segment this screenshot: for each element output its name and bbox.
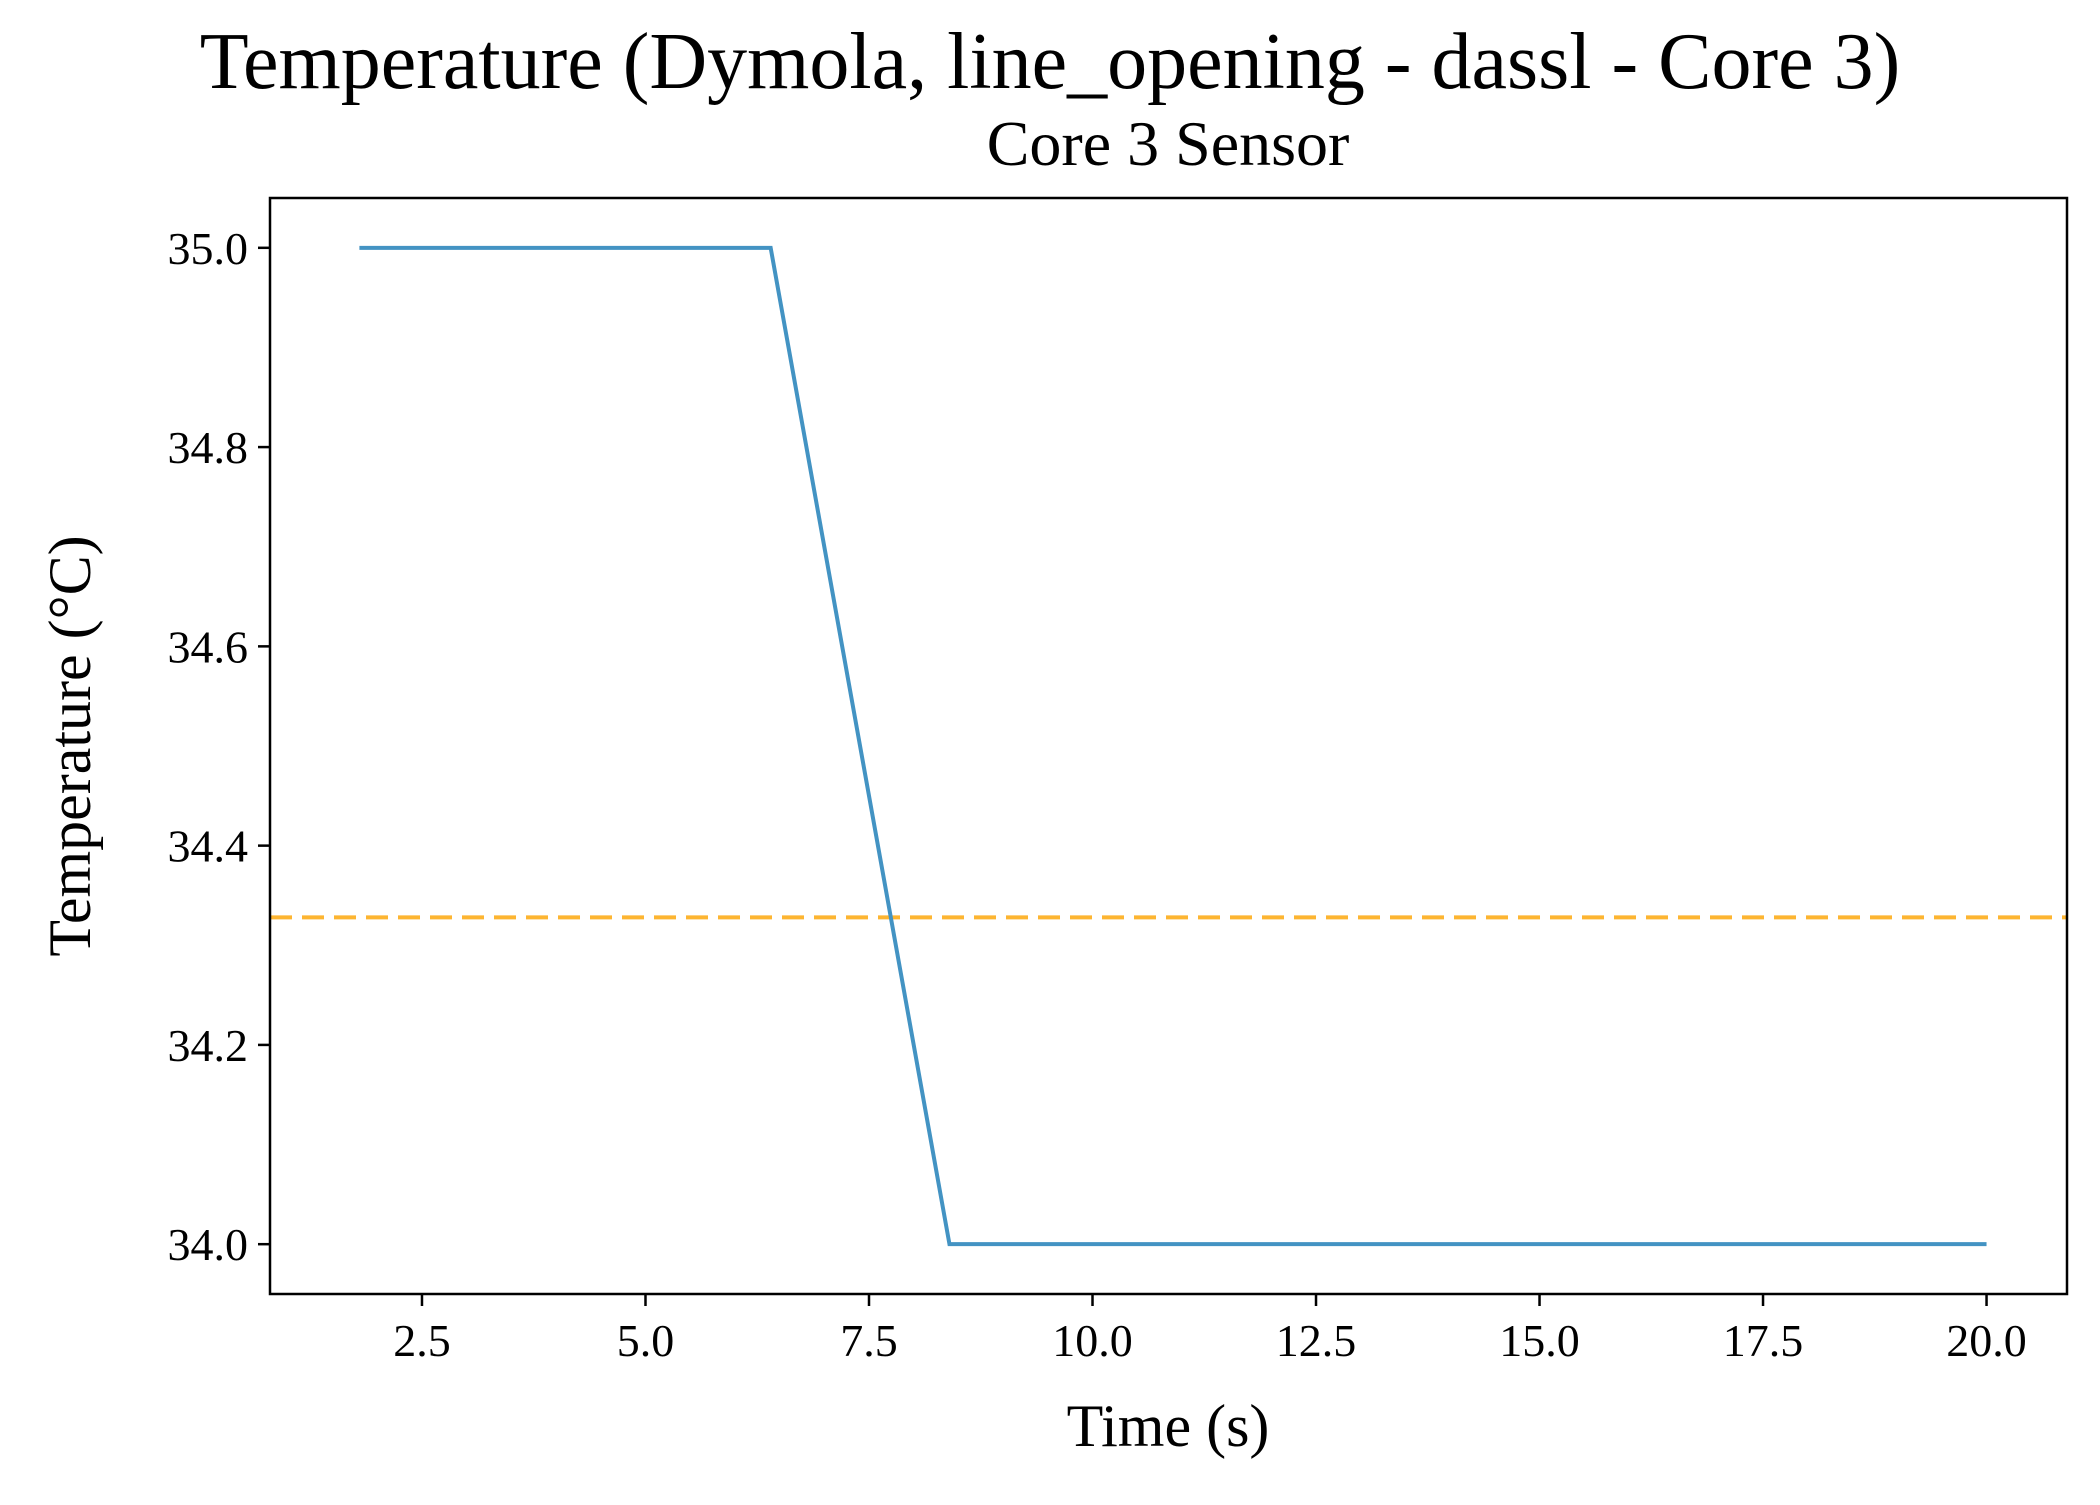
y-axis-label: Temperature (°C) <box>37 535 103 956</box>
x-tick-label: 15.0 <box>1499 1315 1580 1366</box>
axes-frame <box>268 196 2069 1296</box>
x-tick-label: 12.5 <box>1276 1315 1357 1366</box>
figure-suptitle: Temperature (Dymola, line_opening - dass… <box>200 18 1901 106</box>
chart-title: Core 3 Sensor <box>987 108 1350 179</box>
plot-area: 2.5 5.0 7.5 10.0 12.5 15.0 17.5 20.0 34.0 34.2 34.… <box>168 223 2067 1366</box>
y-tick-label: 34.6 <box>168 621 249 672</box>
plot-clipped-group <box>270 245 2067 1247</box>
x-tick-label: 17.5 <box>1723 1315 1804 1366</box>
x-tick-label: 10.0 <box>1052 1315 1133 1366</box>
x-axis-label: Time (s) <box>1067 1393 1270 1459</box>
y-tick-label: 35.0 <box>168 223 249 274</box>
x-tick-label: 2.5 <box>393 1315 451 1366</box>
x-tick-label: 5.0 <box>617 1315 675 1366</box>
y-tick-label: 34.4 <box>168 821 249 872</box>
x-tick-label: 20.0 <box>1946 1315 2027 1366</box>
y-tick-label: 34.0 <box>168 1219 249 1270</box>
x-tick-label: 7.5 <box>840 1315 898 1366</box>
temperature-series-line <box>359 245 1987 1247</box>
y-tick-label: 34.8 <box>168 422 249 473</box>
y-tick-label: 34.2 <box>168 1020 249 1071</box>
